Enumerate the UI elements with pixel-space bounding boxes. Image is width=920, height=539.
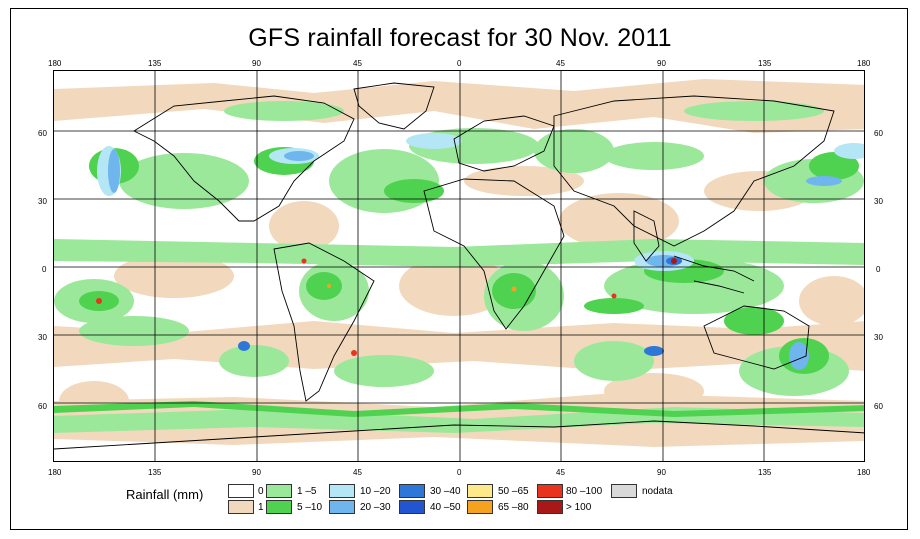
legend-label-8: 50 –65: [498, 486, 529, 497]
left-tick: 0: [42, 265, 47, 274]
bottom-tick: 180: [857, 468, 871, 477]
graticule: [54, 71, 864, 461]
legend-swatch-3: [266, 500, 292, 514]
left-tick: 30: [38, 333, 47, 342]
right-tick: 30: [874, 333, 883, 342]
legend-swatch-4: [329, 484, 355, 498]
coastlines: [54, 82, 864, 450]
legend-swatch-7: [399, 500, 425, 514]
rain-heavy-spots: [96, 258, 677, 356]
legend-label-4: 10 –20: [360, 486, 391, 497]
rain-1mm-areas: [54, 79, 864, 447]
legend-swatch-1: [228, 500, 254, 514]
right-tick: 0: [876, 265, 881, 274]
legend-label-5: 20 –30: [360, 502, 391, 513]
map-title: GFS rainfall forecast for 30 Nov. 2011: [248, 24, 672, 52]
legend-label-12: nodata: [642, 486, 673, 497]
bottom-tick: 180: [48, 468, 62, 477]
left-tick: 60: [38, 129, 47, 138]
bottom-tick: 135: [758, 468, 772, 477]
top-tick: 90: [657, 59, 666, 68]
legend-label-3: 5 –10: [297, 502, 323, 513]
legend-label-6: 30 –40: [430, 486, 461, 497]
top-tick: 45: [556, 59, 565, 68]
legend-swatch-9: [467, 500, 493, 514]
legend-label-9: 65 –80: [498, 502, 529, 513]
legend-swatch-2: [266, 484, 292, 498]
legend-swatch-11: [537, 500, 563, 514]
right-tick: 30: [874, 197, 883, 206]
legend-title: Rainfall (mm): [126, 487, 204, 502]
bottom-tick: 90: [252, 468, 261, 477]
top-tick: 135: [148, 59, 162, 68]
rain-30-50mm-areas: [238, 257, 682, 356]
rainfall-map: [53, 70, 865, 462]
bottom-tick: 135: [148, 468, 162, 477]
bottom-tick: 45: [556, 468, 565, 477]
top-tick: 90: [252, 59, 261, 68]
legend-label-2: 1 –5: [297, 486, 317, 497]
top-tick: 180: [48, 59, 62, 68]
legend-swatch-12: [611, 484, 637, 498]
left-tick: 60: [38, 402, 47, 411]
legend-label-11: > 100: [566, 502, 592, 513]
top-tick: 180: [857, 59, 871, 68]
right-tick: 60: [874, 402, 883, 411]
legend-label-10: 80 –100: [566, 486, 603, 497]
legend-swatch-10: [537, 484, 563, 498]
top-tick: 45: [353, 59, 362, 68]
rainfall-map-svg: [54, 71, 864, 461]
legend-swatch-5: [329, 500, 355, 514]
bottom-tick: 90: [657, 468, 666, 477]
top-tick: 0: [457, 59, 462, 68]
bottom-tick: 45: [353, 468, 362, 477]
figure-frame: [10, 8, 908, 530]
left-tick: 30: [38, 197, 47, 206]
right-tick: 60: [874, 129, 883, 138]
top-tick: 135: [758, 59, 772, 68]
legend-label-7: 40 –50: [430, 502, 461, 513]
legend-label-0: 0: [258, 486, 264, 497]
legend-label-1: 1: [258, 502, 264, 513]
legend-swatch-6: [399, 484, 425, 498]
legend-swatch-8: [467, 484, 493, 498]
legend-swatch-0: [228, 484, 254, 498]
bottom-tick: 0: [457, 468, 462, 477]
